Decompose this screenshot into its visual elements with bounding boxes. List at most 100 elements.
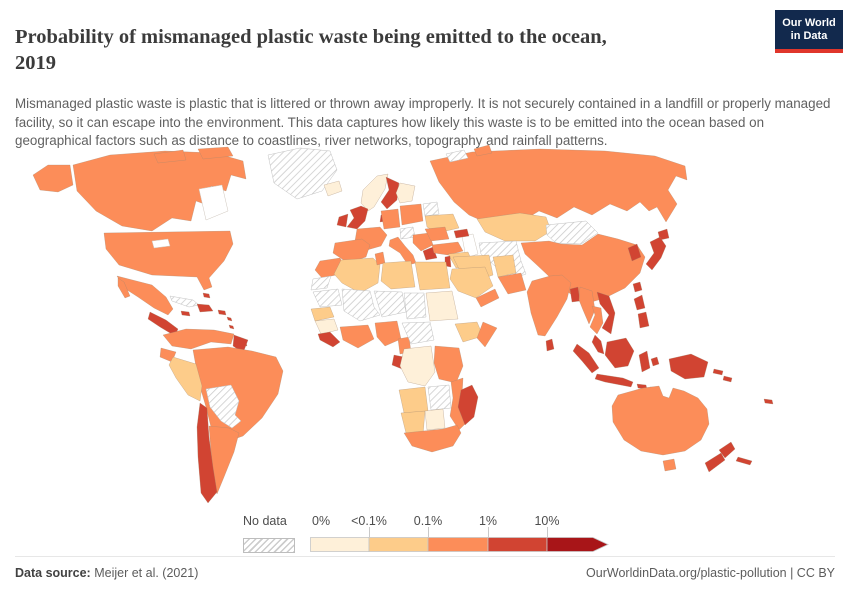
country-nigeria[interactable] [374, 320, 402, 347]
country-peru[interactable] [168, 356, 203, 402]
country-balkans[interactable] [412, 232, 434, 252]
country-libya[interactable] [380, 260, 416, 290]
country-lesser-antilles[interactable] [226, 316, 233, 322]
country-zambia-zimbabwe[interactable] [427, 384, 452, 411]
country-norway[interactable] [360, 173, 389, 212]
country-australia[interactable] [611, 385, 710, 456]
legend-bin-5-arrow[interactable] [546, 537, 609, 552]
country-mexico-baja[interactable] [117, 277, 131, 299]
country-senegal[interactable] [310, 306, 335, 322]
country-arctic-islands[interactable] [153, 149, 187, 164]
country-iberia[interactable] [332, 238, 371, 264]
country-bangladesh[interactable] [569, 286, 581, 303]
country-ghana-cote-divoire[interactable] [339, 324, 375, 349]
legend-tick-mark [488, 527, 489, 537]
country-mexico[interactable] [116, 275, 174, 316]
country-lesser-antilles[interactable] [228, 324, 235, 330]
country-japan[interactable] [645, 236, 667, 271]
country-poland-baltics[interactable] [399, 203, 424, 226]
legend-bin-1[interactable] [310, 537, 370, 552]
country-finland[interactable] [395, 182, 416, 204]
country-indonesia-borneo[interactable] [604, 337, 635, 369]
country-greenland[interactable] [267, 147, 338, 200]
country-puerto-rico[interactable] [217, 309, 227, 316]
country-hispaniola[interactable] [196, 303, 214, 313]
country-arctic-islands[interactable] [197, 146, 234, 160]
country-drc[interactable] [399, 345, 436, 387]
owid-logo-accent-bar [775, 49, 843, 53]
legend-bin-3[interactable] [427, 537, 489, 552]
country-pakistan[interactable] [497, 272, 527, 295]
country-sweden[interactable] [380, 176, 400, 210]
country-sudan[interactable] [425, 290, 459, 322]
country-vietnam[interactable] [596, 291, 616, 335]
country-germany[interactable] [380, 208, 401, 230]
country-chad[interactable] [403, 292, 427, 320]
country-madagascar[interactable] [457, 384, 479, 426]
country-sri-lanka[interactable] [545, 338, 555, 352]
credit-link[interactable]: OurWorldinData.org/plastic-pollution | C… [586, 566, 835, 580]
country-guinea[interactable] [314, 318, 339, 335]
country-yemen-oman[interactable] [475, 288, 500, 308]
country-alaska[interactable] [32, 164, 74, 193]
country-australia-tasmania[interactable] [662, 458, 677, 472]
country-mauritania[interactable] [312, 288, 343, 308]
country-angola[interactable] [398, 386, 429, 414]
country-east-africa[interactable] [433, 345, 464, 384]
country-jamaica[interactable] [180, 310, 191, 317]
country-solomon-islands[interactable] [712, 368, 724, 376]
country-svalbard[interactable] [445, 149, 469, 163]
country-algeria[interactable] [333, 257, 381, 294]
country-india[interactable] [526, 274, 572, 337]
country-indonesia-sulawesi[interactable] [638, 350, 651, 373]
legend-bin-2[interactable] [368, 537, 429, 552]
country-colombia-venezuela[interactable] [162, 328, 235, 350]
legend-bin-4[interactable] [487, 537, 548, 552]
country-central-african-republic[interactable] [401, 321, 435, 345]
country-new-zealand[interactable] [704, 452, 726, 473]
country-new-caledonia[interactable] [735, 456, 753, 466]
country-taiwan[interactable] [632, 281, 643, 293]
country-russia[interactable] [429, 148, 688, 224]
country-sierra-leone-liberia[interactable] [317, 331, 341, 348]
country-malaysia[interactable] [591, 334, 605, 355]
country-botswana[interactable] [424, 408, 446, 431]
country-indonesia-sumatra[interactable] [572, 343, 600, 374]
legend-no-data-swatch[interactable] [243, 538, 295, 553]
country-bolivia-paraguay[interactable] [205, 384, 242, 429]
country-south-korea[interactable] [627, 243, 642, 262]
country-egypt[interactable] [414, 261, 451, 291]
country-chile[interactable] [196, 402, 218, 504]
country-western-sahara[interactable] [310, 275, 332, 291]
country-philippines[interactable] [633, 294, 646, 311]
country-italy[interactable] [388, 236, 417, 266]
country-new-guinea[interactable] [668, 353, 709, 380]
country-mali[interactable] [341, 288, 381, 322]
country-afghanistan[interactable] [492, 254, 517, 278]
country-fiji[interactable] [763, 398, 774, 405]
country-iceland[interactable] [323, 180, 343, 197]
country-bahamas[interactable] [202, 292, 211, 299]
owid-logo[interactable]: Our World in Data [775, 10, 843, 53]
country-novaya-zemlya[interactable] [473, 144, 493, 157]
country-solomon-islands[interactable] [722, 375, 733, 383]
country-cuba[interactable] [169, 295, 200, 308]
country-indonesia-moluccas[interactable] [650, 356, 660, 367]
country-usa[interactable] [103, 230, 234, 291]
country-thailand[interactable] [589, 305, 604, 335]
country-ireland[interactable] [336, 213, 349, 228]
country-mongolia[interactable] [545, 220, 599, 245]
country-united-kingdom[interactable] [346, 205, 369, 230]
country-philippines[interactable] [637, 311, 650, 329]
country-belarus[interactable] [422, 201, 440, 217]
country-new-zealand[interactable] [718, 441, 736, 459]
country-indonesia-java[interactable] [594, 373, 634, 388]
great-lakes [151, 238, 171, 249]
country-somalia[interactable] [476, 321, 498, 348]
country-caucasus[interactable] [453, 228, 470, 239]
country-myanmar[interactable] [578, 286, 596, 325]
country-south-africa[interactable] [403, 424, 462, 453]
country-kazakhstan[interactable] [476, 212, 552, 242]
chart-subtitle: Mismanaged plastic waste is plastic that… [15, 96, 831, 149]
country-romania-bulgaria[interactable] [424, 226, 450, 242]
